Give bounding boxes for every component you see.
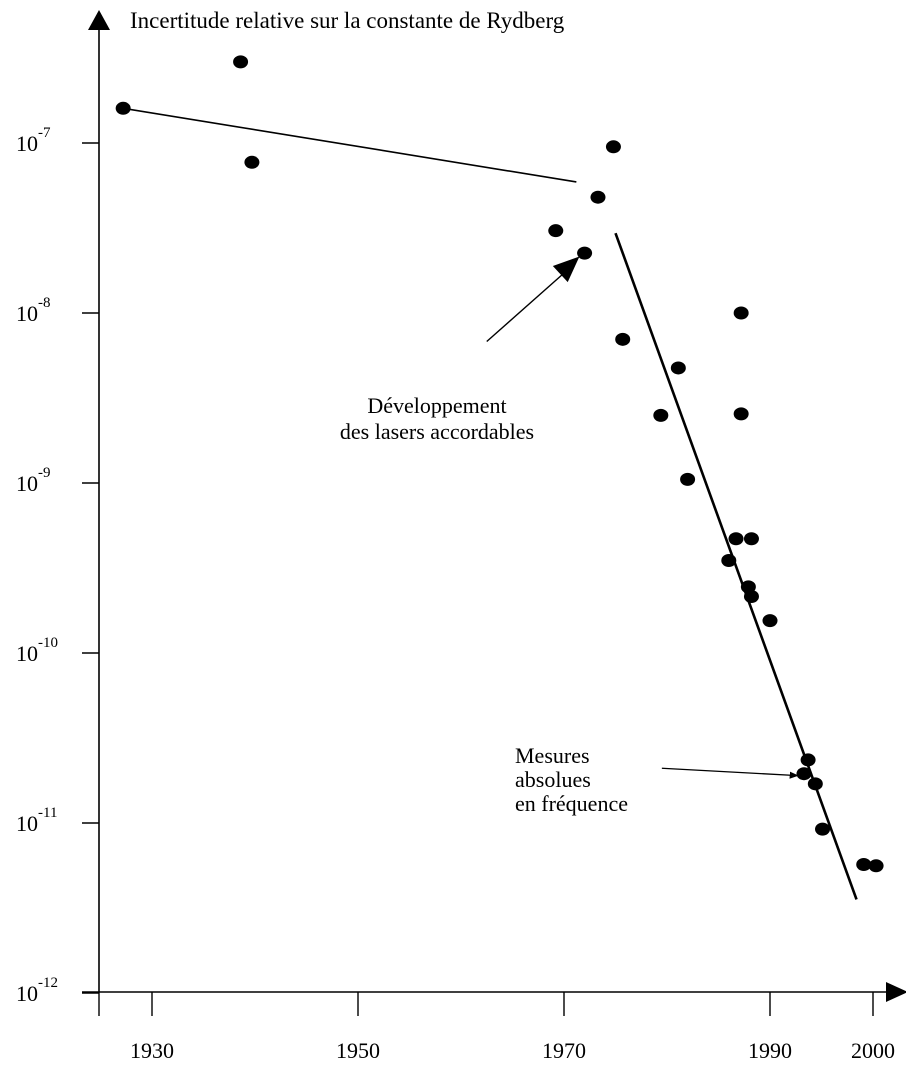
trend-line (614, 232, 858, 900)
data-point (800, 753, 816, 767)
y-tick-label: 10-12 (16, 975, 58, 1006)
trend-lines (123, 107, 858, 900)
x-tick-label: 1950 (336, 1038, 380, 1063)
data-point (244, 155, 260, 169)
y-tick-label: 10-9 (16, 465, 51, 496)
data-point (233, 55, 249, 69)
annotation-mesures: Mesures absolues en fréquence (515, 743, 628, 816)
x-tick-label: 1990 (748, 1038, 792, 1063)
x-tick-label: 1970 (542, 1038, 586, 1063)
y-axis-arrow (88, 10, 110, 30)
data-point (762, 614, 778, 628)
data-point (815, 822, 831, 836)
data-point (807, 777, 823, 791)
data-point (856, 858, 872, 872)
axes: Incertitude relative sur la constante de… (16, 8, 906, 1063)
data-points (115, 55, 884, 873)
y-tick-label: 10-10 (16, 635, 58, 666)
data-point (728, 532, 744, 546)
y-tick-label: 10-7 (16, 125, 51, 156)
data-point (868, 859, 884, 873)
data-point (548, 224, 564, 238)
y-axis-label: Incertitude relative sur la constante de… (130, 8, 565, 33)
data-point (680, 472, 696, 486)
data-point (577, 246, 593, 260)
data-point (115, 101, 131, 115)
trend-line (123, 107, 577, 183)
data-point (653, 408, 669, 422)
data-point (743, 589, 759, 603)
x-tick-label: 2000 (851, 1038, 895, 1063)
data-point (721, 554, 737, 568)
annotation-arrow-line (661, 767, 799, 779)
data-point (733, 306, 749, 320)
x-axis-arrow (886, 982, 906, 1002)
annotations: Développement des lasers accordables Mesur… (340, 256, 799, 816)
data-point (743, 532, 759, 546)
data-point (605, 140, 621, 154)
data-point (590, 190, 606, 204)
data-point (796, 767, 812, 781)
annotation-arrow-line (486, 265, 572, 342)
y-tick-label: 10-11 (16, 805, 57, 836)
data-point (615, 332, 631, 346)
x-tick-label: 1930 (130, 1038, 174, 1063)
data-point (733, 407, 749, 421)
annotation-lasers: Développement des lasers accordables (340, 393, 534, 444)
y-tick-label: 10-8 (16, 295, 51, 326)
data-point (670, 361, 686, 375)
annotation-arrow-head (552, 256, 580, 283)
